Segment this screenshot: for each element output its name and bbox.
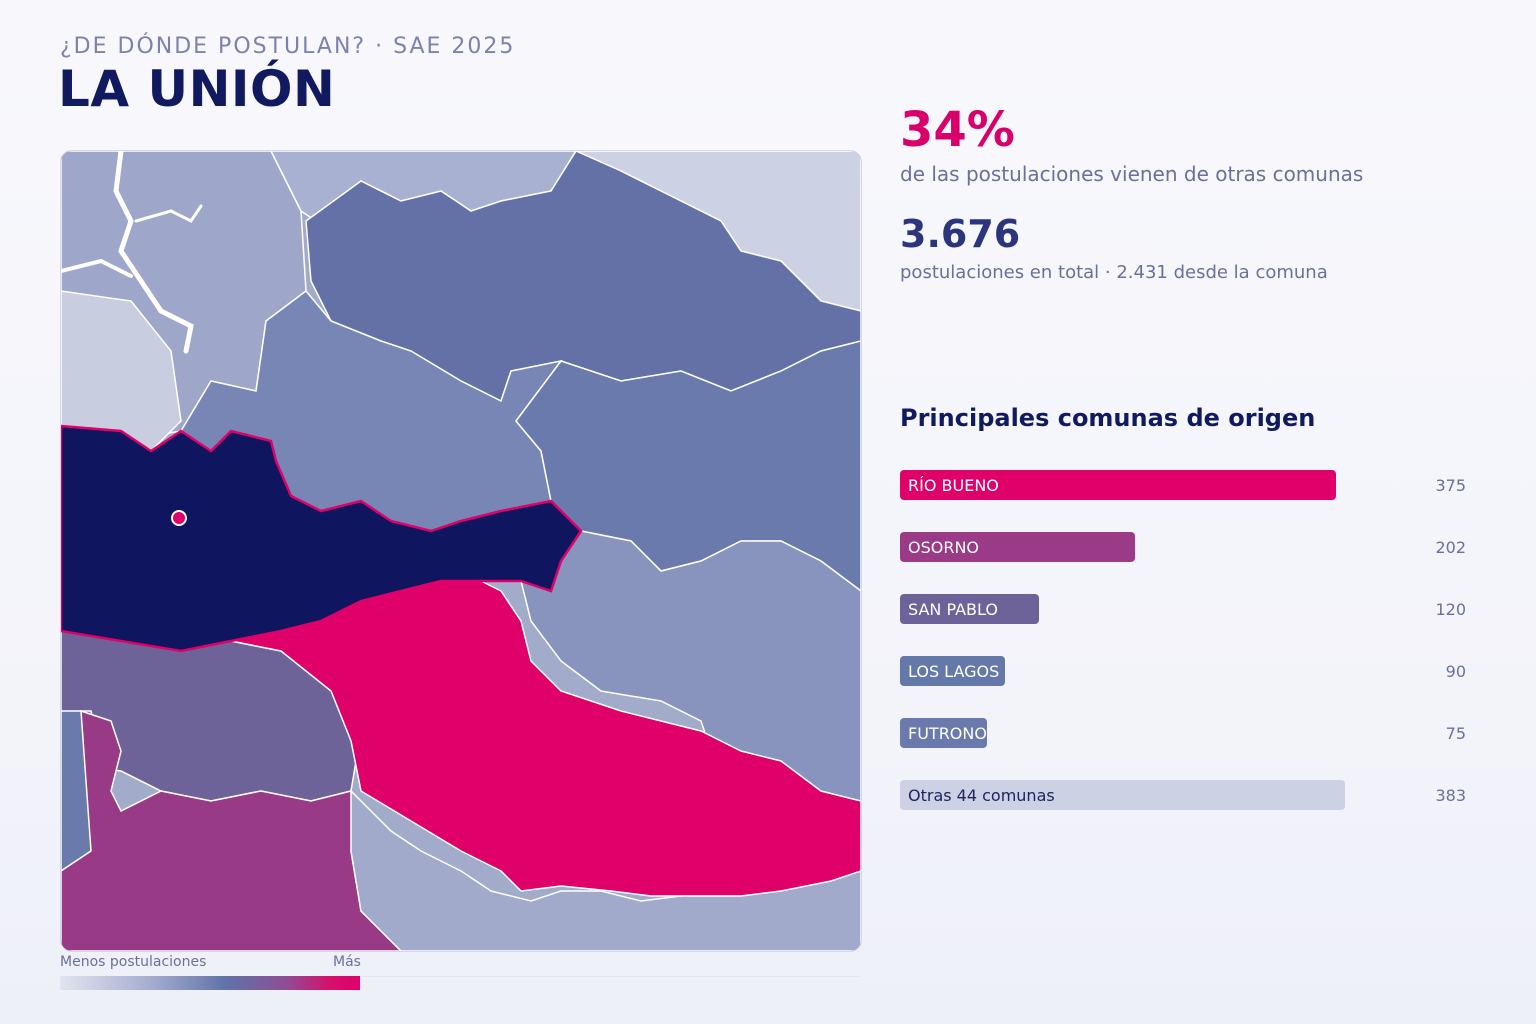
river-branch (134, 204, 203, 223)
region-osorno (61, 709, 403, 951)
bar-value: 202 (1435, 538, 1466, 557)
bar-label: OSORNO (908, 538, 980, 557)
bar-value: 375 (1435, 476, 1466, 495)
map-svg (61, 151, 861, 951)
bar-row: OSORNO 202 (900, 532, 1470, 562)
page-kicker: ¿DE DÓNDE POSTULAN? · SAE 2025 (60, 34, 516, 59)
bar-row: LOS LAGOS 90 (900, 656, 1470, 686)
bar-value: 383 (1435, 786, 1466, 805)
bar (900, 780, 1345, 810)
bar-label: Otras 44 comunas (908, 786, 1055, 805)
bar-value: 120 (1435, 600, 1466, 619)
bar (900, 718, 987, 748)
region-coast-north (61, 290, 182, 452)
bar-label: LOS LAGOS (908, 662, 1000, 681)
legend-high-label: Más (333, 954, 361, 970)
bar-label: SAN PABLO (908, 600, 998, 619)
choropleth-map (60, 150, 862, 952)
external-share-value: 34% (900, 102, 1015, 158)
bar-value: 75 (1445, 724, 1466, 743)
legend-divider (360, 976, 860, 977)
bar-row: Otras 44 comunas 383 (900, 780, 1470, 810)
la-union-marker (171, 510, 187, 526)
bar (900, 594, 1039, 624)
bar (900, 532, 1135, 562)
river-north (113, 151, 194, 354)
legend-gradient (60, 976, 360, 990)
total-caption: postulaciones en total · 2.431 desde la … (900, 262, 1328, 283)
bar-row: RÍO BUENO 375 (900, 470, 1470, 500)
page-title: LA UNIÓN (58, 60, 336, 118)
region-la-union (61, 424, 583, 653)
bar-label: RÍO BUENO (908, 476, 999, 495)
legend-low-label: Menos postulaciones (60, 954, 207, 970)
bar-chart-title: Principales comunas de origen (900, 404, 1316, 432)
bar (900, 470, 1336, 500)
bar-value: 90 (1445, 662, 1466, 681)
bar (900, 656, 1005, 686)
total-value: 3.676 (900, 212, 1021, 256)
river-coast (61, 258, 133, 278)
external-share-caption: de las postulaciones vienen de otras com… (900, 162, 1364, 186)
bar-row: FUTRONO 75 (900, 718, 1470, 748)
bar-row: SAN PABLO 120 (900, 594, 1470, 624)
bar-label: FUTRONO (908, 724, 987, 743)
